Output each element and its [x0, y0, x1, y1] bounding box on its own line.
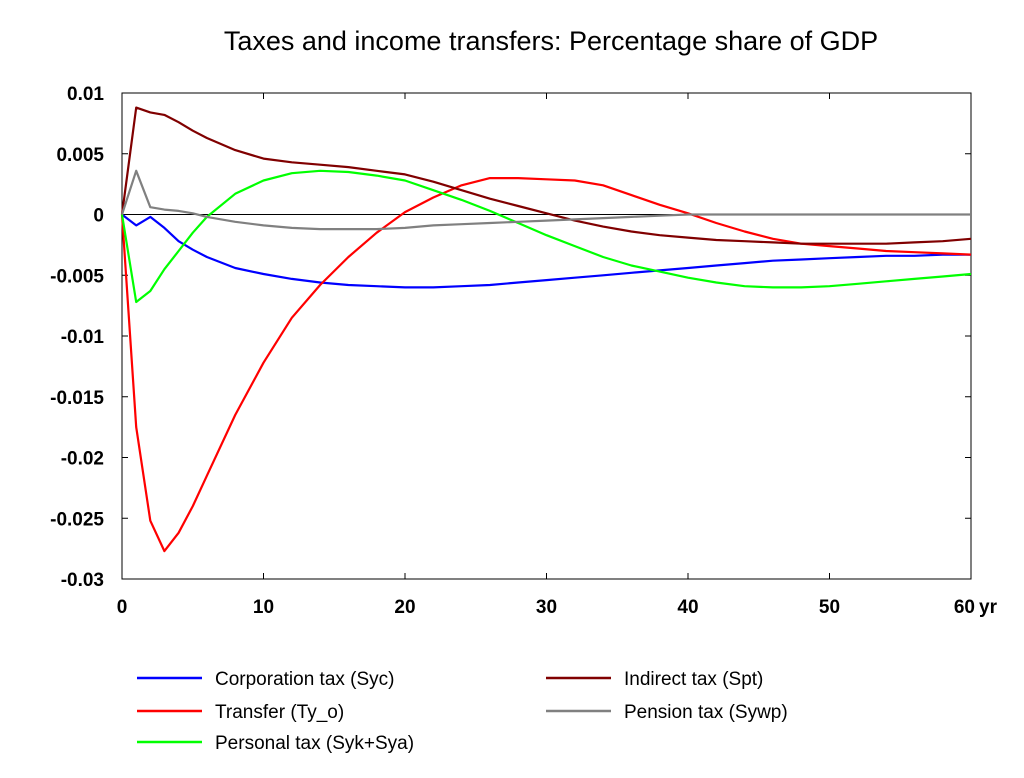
chart-title: Taxes and income transfers: Percentage s…	[224, 26, 878, 56]
y-tick-label: -0.005	[50, 266, 104, 287]
y-tick-label: -0.03	[61, 570, 104, 591]
legend-label-personal-tax-syk-sya: Personal tax (Syk+Sya)	[215, 733, 414, 754]
series-line-corporation-tax-syc	[121, 213, 971, 289]
y-tick-label: -0.01	[61, 327, 105, 348]
y-axis: 0.01 0.005 0 -0.005 -0.01 -0.015 -0.02 -0.025 -0…	[50, 84, 971, 591]
x-tick-label: 0	[117, 597, 128, 618]
series-line-personal-tax-syk-sya	[120, 169, 972, 304]
series-line-pension-tax-sywp	[120, 169, 971, 231]
y-tick-label: -0.015	[50, 388, 104, 409]
series-layer	[120, 106, 972, 553]
x-tick-label: 30	[536, 597, 557, 618]
x-axis: 0 10 20 30 40 50 60	[117, 93, 975, 618]
y-tick-label: 0.005	[56, 145, 104, 166]
legend-label-transfer-ty-o: Transfer (Ty_o)	[215, 702, 344, 723]
legend-label-pension-tax-sywp: Pension tax (Sywp)	[624, 702, 788, 723]
x-tick-label: 10	[253, 597, 274, 618]
x-tick-label: 60	[954, 597, 975, 618]
y-tick-label: 0	[93, 206, 104, 227]
legend-label-corporation-tax-syc: Corporation tax (Syc)	[215, 669, 395, 690]
x-tick-label: 40	[677, 597, 698, 618]
legend-label-indirect-tax-spt: Indirect tax (Spt)	[624, 669, 763, 690]
x-tick-label: 20	[394, 597, 415, 618]
legend: Corporation tax (Syc) Transfer (Ty_o) Pers…	[137, 669, 788, 754]
y-tick-label: -0.02	[61, 449, 104, 470]
plot-area-frame	[121, 92, 972, 580]
y-tick-label: 0.01	[67, 84, 104, 105]
series-line-indirect-tax-spt	[120, 106, 972, 245]
x-unit-label: yr	[979, 597, 998, 618]
x-tick-label: 50	[819, 597, 840, 618]
y-tick-label: -0.025	[50, 509, 104, 530]
series-line-transfer-ty-o	[120, 177, 972, 553]
